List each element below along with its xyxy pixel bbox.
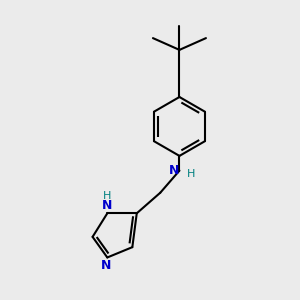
Text: H: H [187, 169, 195, 179]
Text: N: N [100, 259, 111, 272]
Text: H: H [103, 191, 112, 201]
Text: N: N [169, 164, 179, 177]
Text: N: N [102, 199, 112, 212]
